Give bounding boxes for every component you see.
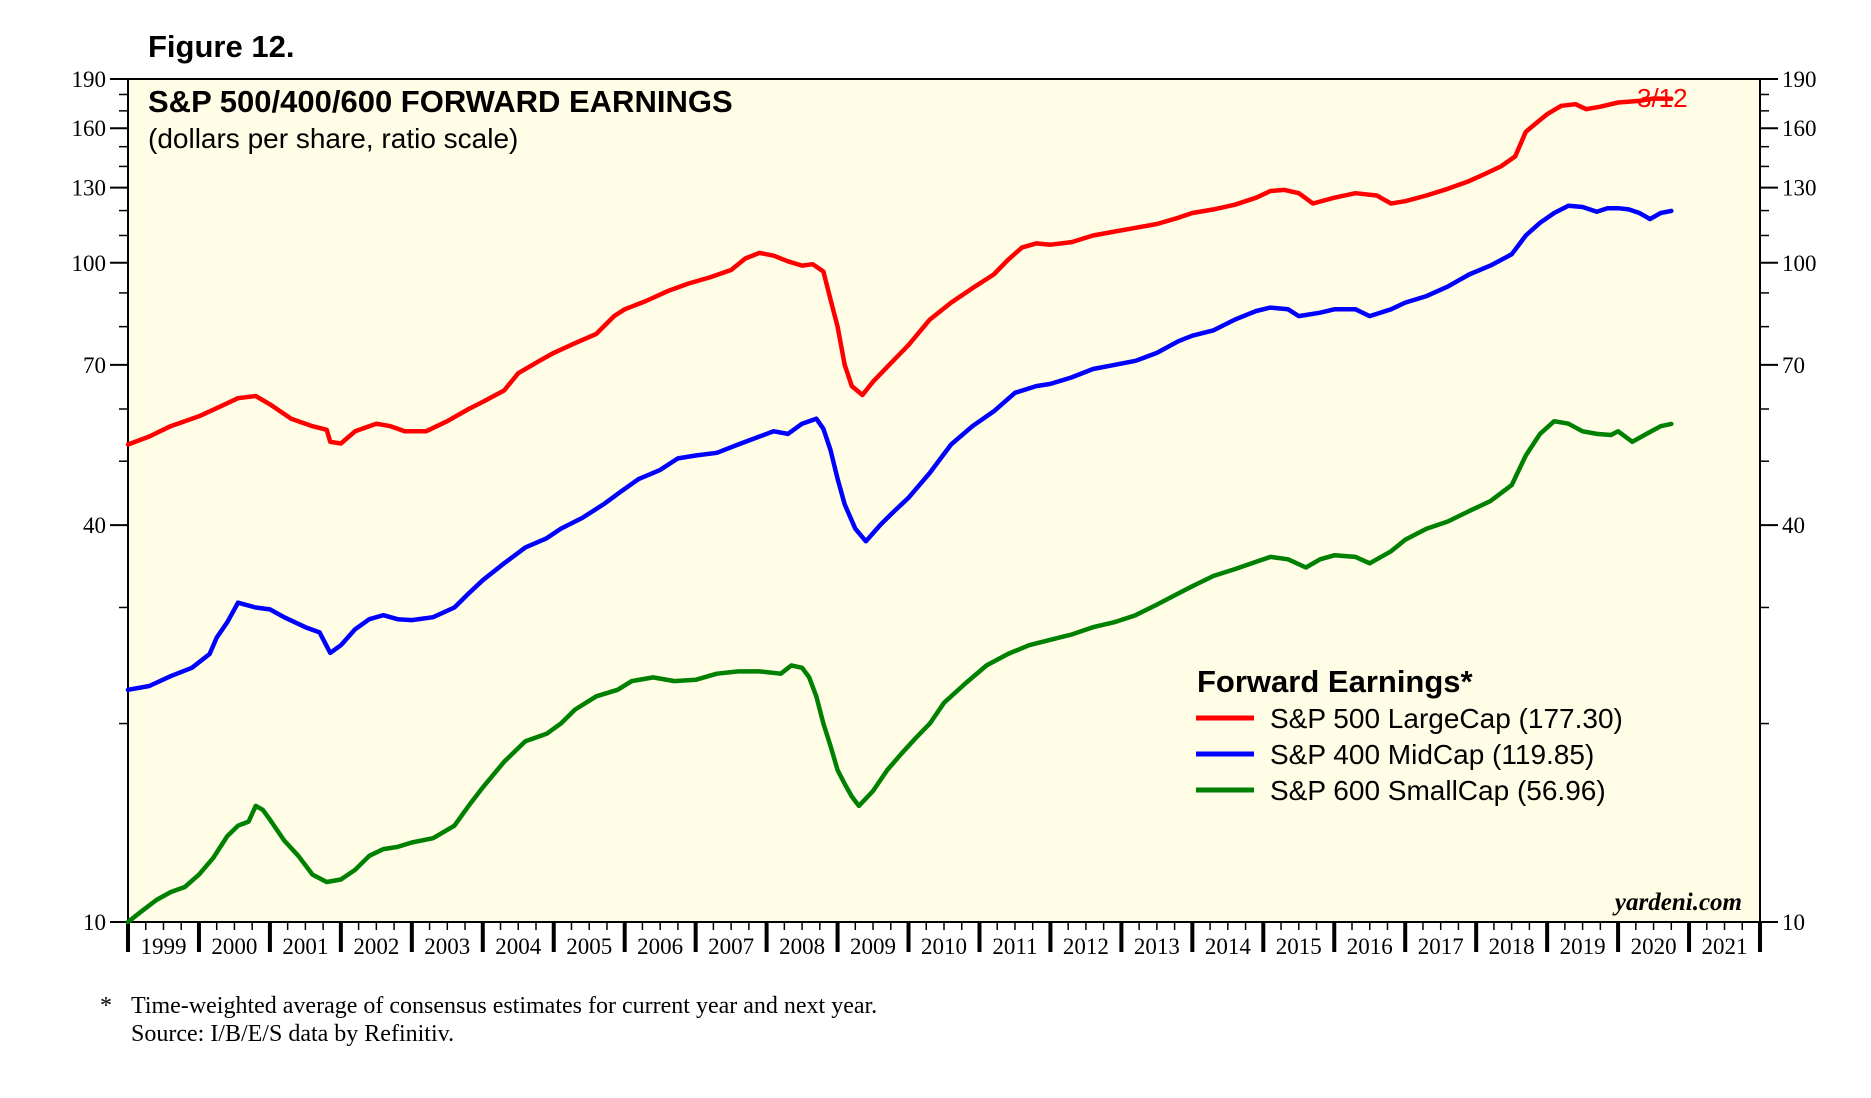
legend-label-sp400: S&P 400 MidCap (119.85) [1270, 739, 1594, 770]
sp500-line [125, 96, 1674, 447]
y-tick-label: 40 [83, 513, 106, 538]
x-tick-label: 2013 [1134, 934, 1180, 959]
x-tick-label: 2005 [566, 934, 612, 959]
x-tick-label: 2004 [495, 934, 542, 959]
x-tick-label: 2016 [1347, 934, 1393, 959]
y-tick-label: 160 [72, 116, 107, 141]
y-tick-label: 130 [72, 176, 107, 201]
x-tick-label: 2009 [850, 934, 896, 959]
x-tick-label: 2017 [1418, 934, 1464, 959]
chart-title: S&P 500/400/600 FORWARD EARNINGS [148, 84, 733, 119]
x-tick-label: 2019 [1560, 934, 1606, 959]
x-axis: 1999 2000 2001 2002 2003 2004 2005 2006 2007 2008… [126, 922, 1762, 959]
x-tick-label: 1999 [140, 934, 186, 959]
x-tick-label: 2007 [708, 934, 754, 959]
y-tick-label: 40 [1782, 513, 1805, 538]
x-tick-label: 2020 [1631, 934, 1677, 959]
y-tick-label: 10 [1782, 910, 1805, 935]
y-axis-right: 10 40 70 100 130 160 190 [1760, 67, 1817, 935]
x-tick-label: 2011 [992, 934, 1037, 959]
y-tick-label: 190 [72, 67, 107, 92]
y-axis-left: 10 40 70 100 130 160 190 [72, 67, 128, 935]
x-tick-label: 2010 [921, 934, 967, 959]
legend-title: Forward Earnings* [1197, 664, 1474, 699]
x-tick-label: 2015 [1276, 934, 1322, 959]
end-date-annotation: 3/12 [1637, 83, 1688, 113]
figure-label: Figure 12. [148, 29, 294, 64]
x-tick-label: 2003 [424, 934, 470, 959]
legend-label-sp500: S&P 500 LargeCap (177.30) [1270, 703, 1623, 734]
footnote-line-2: Source: I/B/E/S data by Refinitiv. [131, 1021, 454, 1047]
y-tick-label: 130 [1782, 176, 1817, 201]
x-tick-label: 2001 [282, 934, 328, 959]
x-tick-label: 2012 [1063, 934, 1109, 959]
y-tick-label: 70 [1782, 353, 1805, 378]
series-lines [125, 96, 1674, 925]
source-watermark: yardeni.com [1612, 889, 1742, 916]
x-tick-label: 2006 [637, 934, 683, 959]
footnote-marker: * [100, 993, 112, 1019]
y-tick-label: 100 [1782, 251, 1817, 276]
y-tick-label: 100 [72, 251, 107, 276]
y-tick-label: 10 [83, 910, 106, 935]
footnote-line-1: Time-weighted average of consensus estim… [131, 993, 877, 1019]
y-tick-label: 160 [1782, 116, 1817, 141]
legend: Forward Earnings* S&P 500 LargeCap (177.… [1196, 664, 1623, 806]
x-tick-label: 2008 [779, 934, 825, 959]
x-tick-label: 2002 [353, 934, 399, 959]
y-tick-label: 190 [1782, 67, 1817, 92]
sp400-line [125, 203, 1674, 693]
x-tick-label: 2000 [211, 934, 257, 959]
y-tick-label: 70 [83, 353, 106, 378]
legend-label-sp600: S&P 600 SmallCap (56.96) [1270, 775, 1606, 806]
sp600-line [125, 418, 1674, 925]
x-tick-label: 2021 [1702, 934, 1748, 959]
chart-subtitle: (dollars per share, ratio scale) [148, 123, 518, 154]
x-tick-label: 2018 [1489, 934, 1535, 959]
x-tick-label: 2014 [1205, 934, 1252, 959]
